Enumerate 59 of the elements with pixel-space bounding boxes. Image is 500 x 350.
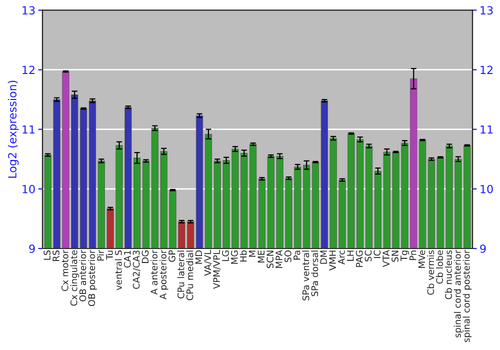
x-tick-label: CA1 — [124, 250, 131, 268]
y-tick-label: 9 — [29, 244, 35, 253]
x-tick-label: SPa dorsal — [311, 250, 318, 296]
x-tick-label: Cb lobe — [436, 250, 444, 284]
x-tick-label: spinal cord anterior — [454, 250, 463, 338]
x-tick-label: Pn — [410, 250, 416, 260]
x-tick-label: A anterior — [150, 250, 158, 295]
x-tick-label: OB anterior — [79, 250, 86, 302]
y2-tick-label: 10 — [480, 184, 493, 194]
x-tick-label: Tg — [400, 250, 410, 262]
x-tick-label: MVe — [418, 250, 426, 268]
x-tick-label: VPM/VPL — [213, 250, 221, 289]
y2-tick-label: 13 — [480, 6, 493, 15]
x-tick-label: Tu — [106, 250, 113, 260]
y-tick-label: 11 — [22, 125, 35, 134]
x-tick-label: Pir — [97, 250, 104, 260]
x-tick-label: MG — [230, 250, 238, 264]
x-tick-label: SCN — [266, 250, 274, 268]
x-tick-label: LG — [222, 250, 229, 262]
y-tick-label: 10 — [22, 184, 35, 194]
x-tick-label: LH — [347, 250, 354, 261]
x-tick-label: CA2/CA3 — [132, 250, 140, 289]
x-tick-label: CPu medial — [186, 250, 194, 300]
x-tick-label: SC — [364, 250, 372, 262]
x-tick-label: Hb — [240, 250, 247, 262]
x-tick-label: PAG — [356, 250, 363, 267]
x-tick-label: SO — [284, 250, 292, 262]
x-tick-label: M — [248, 250, 256, 257]
y2-tick-label: 9 — [480, 244, 486, 253]
x-tick-label: Arc — [338, 250, 345, 264]
x-tick-label: DM — [320, 250, 327, 264]
x-tick-label: ventral S — [114, 250, 122, 290]
x-tick-label: MD — [195, 250, 202, 264]
x-tick-label: ME — [258, 250, 264, 262]
x-tick-label: VMH — [329, 250, 336, 271]
x-tick-label: OB posterior — [88, 250, 97, 306]
x-tick-label: spinal cord posterior — [462, 250, 472, 342]
x-tick-label: Cx cingulate — [70, 250, 79, 306]
x-tick-label: DG — [142, 250, 149, 263]
x-tick-label: CPu lateral — [177, 250, 184, 298]
x-tick-label: SN — [392, 250, 398, 262]
y-tick-label: 13 — [22, 6, 35, 15]
y-axis-title: Log2 (expression) — [8, 80, 19, 178]
x-tick-label: Cb nucleus — [444, 250, 452, 300]
x-tick-label: A posterior — [159, 250, 168, 300]
x-tick-label: VTA — [382, 250, 390, 267]
x-tick-label: RS — [52, 250, 60, 262]
x-tick-label: Cb vermis — [427, 250, 434, 295]
x-tick-label: LS — [44, 250, 50, 260]
y-tick-label: 12 — [22, 66, 34, 74]
x-tick-label: Cx motor — [61, 250, 68, 291]
x-tick-label: Pa — [294, 250, 300, 260]
y2-tick-label: 12 — [480, 66, 492, 74]
x-tick-label: VA/VL — [204, 250, 212, 276]
x-tick-label: GP — [168, 250, 176, 262]
x-tick-label: IC — [374, 250, 381, 258]
y2-tick-label: 11 — [480, 125, 493, 134]
x-tick-label: MPA — [276, 250, 282, 268]
x-tick-label: SPa ventral — [302, 250, 310, 300]
